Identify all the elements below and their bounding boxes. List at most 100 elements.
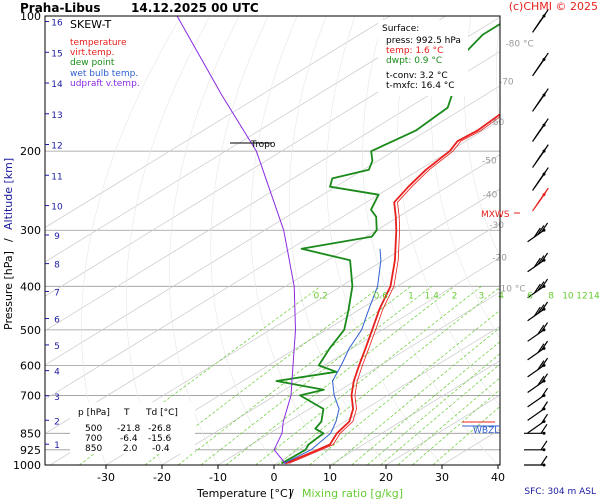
mixing-ratio-label: 1.4: [425, 291, 440, 301]
series-dew-point: [275, 22, 500, 465]
isotherm-line: [217, 291, 500, 465]
wind-barb: [524, 423, 548, 435]
wind-barb: [532, 52, 549, 77]
annotations: Tropo MXWS WBZL SFC: 304 m ASL: [230, 140, 596, 497]
altitude-tick-label: 9: [54, 232, 60, 242]
table-cell: -26.8: [148, 424, 172, 434]
x-axis-separator: /: [290, 487, 294, 500]
dry-adiabat: [362, 16, 499, 465]
mixing-ratio-label: 0.2: [314, 291, 328, 301]
dry-adiabat: [210, 16, 275, 465]
dry-adiabat: [527, 16, 600, 465]
x-tick-label: 30: [435, 471, 449, 484]
isotherm-label: -10 °C: [497, 285, 525, 295]
pressure-tick-label: 200: [20, 145, 41, 158]
mixing-ratio-label: 14: [588, 291, 600, 301]
legend-item-dew-point: dew point: [70, 58, 115, 68]
altitude-tick-label: 14: [51, 80, 63, 90]
wind-barb: [527, 357, 549, 378]
pressure-tick-label: 100: [20, 10, 41, 23]
altitude-tick-label: 4: [54, 368, 60, 378]
dry-adiabat: [250, 16, 331, 465]
x-tick-label: -20: [153, 471, 171, 484]
isotherm-line: [161, 257, 500, 465]
mixing-ratio-label: 8: [548, 291, 554, 301]
altitude-tick-label: 16: [51, 19, 63, 29]
dry-adiabat: [464, 16, 500, 259]
series-temperature: [285, 113, 500, 465]
wind-barb: [532, 144, 549, 168]
pressure-tick-label: 700: [20, 389, 41, 402]
dry-adiabat: [558, 16, 600, 465]
pressure-tick-label: 925: [20, 444, 41, 457]
pressure-tick-label: 500: [20, 324, 41, 337]
mxws-label: MXWS: [481, 210, 510, 220]
surface-temp: temp: 1.6 °C: [386, 46, 443, 56]
isotherm-label: -70: [499, 78, 514, 88]
wind-barb: [527, 401, 549, 421]
pressure-tick-label: 400: [20, 280, 41, 293]
wind-barb: [524, 440, 548, 452]
table-cell: -15.6: [148, 434, 172, 444]
surface-dwpt: dwpt: 0.9 °C: [386, 56, 442, 66]
table-cell: 2.0: [123, 444, 138, 454]
table-cell: 700: [85, 434, 102, 444]
mixing-ratio-line: [380, 363, 500, 465]
legend-item-parcel: udpraft v.temp.: [70, 79, 140, 89]
copyright: (c)CHMI © 2025: [509, 0, 598, 13]
isotherm-line: [45, 16, 447, 263]
wind-barb: [527, 278, 549, 299]
legend: SKEW-T temperature virt.temp. dew point …: [70, 18, 140, 89]
mixing-ratio-label: 12: [576, 291, 587, 301]
table-cell: 850: [85, 444, 102, 454]
altitude-tick-label: 11: [51, 172, 62, 182]
altitude-tick-label: 15: [51, 49, 62, 59]
isotherm-line: [105, 222, 500, 465]
legend-item-temperature: temperature: [70, 38, 127, 48]
wind-barb: [527, 373, 549, 393]
isotherm-label: -50: [482, 157, 497, 167]
surface-title: Surface:: [382, 24, 419, 34]
table-cell: -21.8: [117, 424, 141, 434]
pressure-tick-label: 1000: [13, 459, 41, 472]
isotherm-line: [45, 16, 391, 228]
isotherm-line: [329, 360, 500, 465]
isotherm-label: -40: [483, 191, 498, 201]
dry-adiabat: [169, 16, 240, 465]
wind-barb: [532, 187, 549, 212]
wind-barb: [532, 167, 549, 191]
axis-labels: Temperature [°C] / Mixing ratio [g/kg] P…: [2, 158, 403, 500]
altitude-tick-label: 12: [51, 142, 62, 152]
wind-barb: [532, 9, 549, 33]
altitude-tick-label: 3: [54, 393, 60, 403]
mixing-ratio-label: 4: [498, 291, 504, 301]
table-header-t: T: [123, 408, 130, 418]
mixing-ratio-label: 0.6: [374, 291, 389, 301]
x-tick-label: 0: [271, 471, 278, 484]
mixing-ratio-line: [432, 406, 500, 465]
isotherm-line: [45, 154, 500, 435]
table-header-td: Td [°C]: [145, 408, 178, 418]
datetime-title: 14.12.2025 00 UTC: [131, 1, 259, 15]
table-cell: -0.4: [152, 444, 170, 454]
wind-barb: [527, 340, 549, 361]
wind-barb: [527, 252, 549, 273]
legend-item-wet-bulb: wet bulb temp.: [70, 69, 138, 79]
mixing-ratio-line: [332, 327, 500, 465]
dry-adiabat: [288, 16, 387, 465]
altitude-tick-label: 2: [54, 417, 60, 427]
x-axis-label: Temperature [°C]: [196, 487, 292, 500]
tropopause-label: Tropo: [250, 140, 276, 150]
isotherm-label: -30: [489, 221, 504, 231]
pressure-tick-label: 600: [20, 359, 41, 372]
mixing-ratio-label: 2: [452, 291, 458, 301]
dry-adiabat: [431, 16, 500, 339]
table-header-p: p [hPa]: [78, 408, 110, 418]
dry-adiabat: [587, 16, 600, 465]
wind-barb: [527, 387, 549, 408]
surface-tmxfc: t-mxfc: 16.4 °C: [386, 81, 455, 91]
mixing-ratio-line: [277, 286, 500, 465]
legend-title: SKEW-T: [70, 18, 112, 31]
isotherm-line: [45, 85, 500, 366]
